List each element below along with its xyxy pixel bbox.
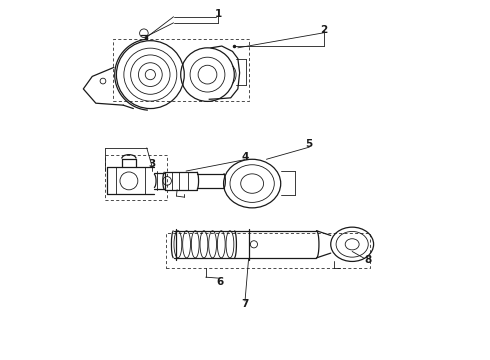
Bar — [113, 39, 248, 102]
Text: 5: 5 — [306, 139, 313, 149]
Text: 6: 6 — [217, 277, 223, 287]
Text: 8: 8 — [364, 255, 371, 265]
Text: 4: 4 — [241, 152, 249, 162]
Bar — [105, 155, 168, 200]
Text: 3: 3 — [148, 159, 156, 169]
Text: 7: 7 — [241, 299, 249, 309]
Text: 1: 1 — [215, 9, 222, 18]
Bar — [167, 233, 370, 267]
Text: 2: 2 — [320, 25, 327, 35]
